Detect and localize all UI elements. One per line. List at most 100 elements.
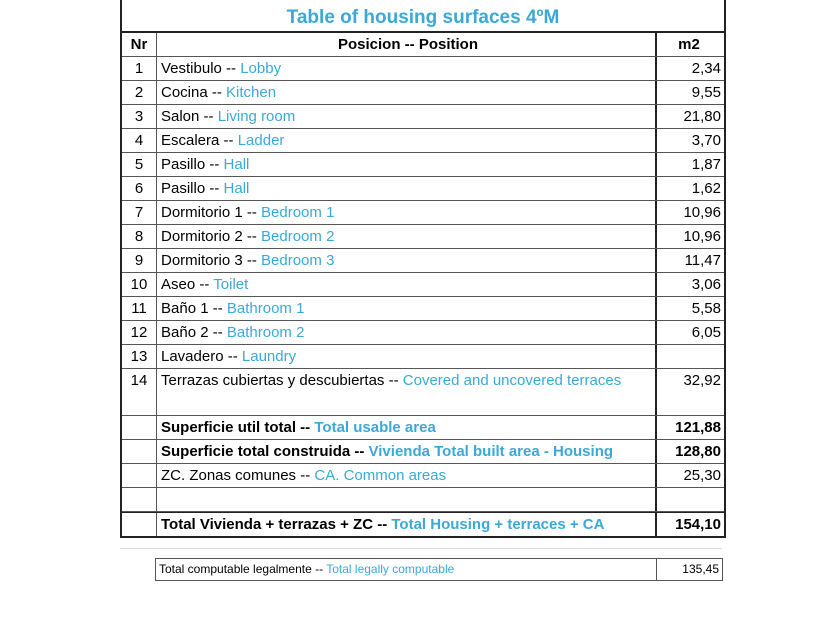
total-es: Total Vivienda + terrazas + ZC --	[161, 516, 388, 533]
row-m2: 11,47	[684, 252, 721, 269]
row-m2: 6,05	[691, 324, 721, 341]
position-es: Cocina --	[161, 84, 222, 101]
position-es: Baño 2 --	[161, 324, 223, 341]
row-position: Dormitorio 3 -- Bedroom 3	[157, 249, 657, 272]
row-m2: 2,34	[691, 60, 721, 77]
row-nr: 7	[122, 201, 157, 224]
common-es: ZC. Zonas comunes --	[161, 467, 311, 484]
row-position: Cocina -- Kitchen	[157, 81, 657, 104]
position-es: Salon --	[161, 108, 214, 125]
row-m2: 5,58	[691, 300, 721, 317]
row-position: Baño 2 -- Bathroom 2	[157, 321, 657, 344]
table-row: 5 Pasillo -- Hall 1,87	[122, 153, 724, 177]
position-es: Baño 1 --	[161, 300, 223, 317]
legal-en: Total legally computable	[326, 562, 455, 576]
table-row: 4 Escalera -- Ladder 3,70	[122, 129, 724, 153]
gridline	[120, 548, 722, 549]
row-nr: 11	[122, 297, 157, 320]
position-es: Lavadero --	[161, 348, 238, 365]
row-position: Lavadero -- Laundry	[157, 345, 657, 368]
position-en: Toilet	[213, 276, 249, 293]
table-row: 2 Cocina -- Kitchen 9,55	[122, 81, 724, 105]
housing-surfaces-table: Table of housing surfaces 4ºM Nr Posicio…	[120, 0, 726, 538]
position-es: Terrazas cubiertas y descubiertas --	[161, 372, 399, 389]
row-m2: 1,87	[691, 156, 721, 173]
row-nr: 12	[122, 321, 157, 344]
row-nr: 5	[122, 153, 157, 176]
position-en: Covered and uncovered terraces	[402, 372, 622, 389]
table-row: 14 Terrazas cubiertas y descubiertas -- C…	[122, 369, 724, 392]
row-m2: 10,96	[683, 228, 721, 245]
table-title: Table of housing surfaces 4ºM	[122, 0, 724, 33]
position-en: Ladder	[237, 132, 285, 149]
built-m2: 128,80	[675, 443, 721, 460]
table-row: 10 Aseo -- Toilet 3,06	[122, 273, 724, 297]
position-es: Dormitorio 2 --	[161, 228, 257, 245]
total-m2: 154,10	[675, 516, 721, 533]
summary-total-row: Total Vivienda + terrazas + ZC -- Total …	[122, 512, 724, 536]
row-nr: 3	[122, 105, 157, 128]
position-en: Hall	[223, 156, 250, 173]
position-en: Bathroom 2	[226, 324, 305, 341]
position-es: Dormitorio 3 --	[161, 252, 257, 269]
position-en: Lobby	[240, 60, 282, 77]
row-nr: 4	[122, 129, 157, 152]
table-row: 3 Salon -- Living room 21,80	[122, 105, 724, 129]
row-nr: 13	[122, 345, 157, 368]
table-row: 11 Baño 1 -- Bathroom 1 5,58	[122, 297, 724, 321]
table-row: 8 Dormitorio 2 -- Bedroom 2 10,96	[122, 225, 724, 249]
row-nr: 14	[122, 369, 157, 392]
position-en: Kitchen	[226, 84, 277, 101]
table-row: 7 Dormitorio 1 -- Bedroom 1 10,96	[122, 201, 724, 225]
row-m2	[657, 345, 724, 368]
row-nr: 2	[122, 81, 157, 104]
row-m2: 10,96	[683, 204, 721, 221]
legal-m2: 135,45	[682, 562, 719, 576]
row-m2: 9,55	[691, 84, 721, 101]
usable-es: Superficie util total --	[161, 419, 311, 436]
table-row: 9 Dormitorio 3 -- Bedroom 3 11,47	[122, 249, 724, 273]
row-position: Dormitorio 1 -- Bedroom 1	[157, 201, 657, 224]
row-nr: 9	[122, 249, 157, 272]
row-position: Salon -- Living room	[157, 105, 657, 128]
row-position: Terrazas cubiertas y descubiertas -- Cov…	[157, 369, 657, 392]
row-position: Vestibulo -- Lobby	[157, 57, 657, 80]
position-en: Hall	[223, 180, 250, 197]
built-es: Superficie total construida --	[161, 443, 365, 460]
table-row: 12 Baño 2 -- Bathroom 2 6,05	[122, 321, 724, 345]
empty-row	[122, 392, 724, 416]
row-position: Dormitorio 2 -- Bedroom 2	[157, 225, 657, 248]
legal-row: Total computable legalmente -- Total leg…	[155, 558, 723, 581]
row-m2: 3,06	[691, 276, 721, 293]
header-row: Nr Posicion -- Position m2	[122, 33, 724, 57]
row-position: Pasillo -- Hall	[157, 177, 657, 200]
usable-m2: 121,88	[675, 419, 721, 436]
built-en: Vivienda Total built area - Housing	[368, 443, 614, 460]
row-m2: 1,62	[691, 180, 721, 197]
header-nr: Nr	[122, 33, 157, 56]
header-position: Posicion -- Position	[157, 33, 657, 56]
common-en: CA. Common areas	[314, 467, 447, 484]
position-en: Bedroom 3	[261, 252, 335, 269]
position-en: Living room	[217, 108, 296, 125]
position-es: Pasillo --	[161, 180, 220, 197]
row-m2: 3,70	[691, 132, 721, 149]
row-position: Escalera -- Ladder	[157, 129, 657, 152]
summary-built-row: Superficie total construida -- Vivienda …	[122, 440, 724, 464]
common-m2: 25,30	[683, 467, 721, 484]
row-position: Baño 1 -- Bathroom 1	[157, 297, 657, 320]
total-en: Total Housing + terraces + CA	[391, 516, 605, 533]
position-en: Bedroom 2	[261, 228, 335, 245]
header-m2: m2	[678, 36, 700, 53]
position-en: Bedroom 1	[261, 204, 335, 221]
position-es: Pasillo --	[161, 156, 220, 173]
position-en: Laundry	[241, 348, 297, 365]
table-row: 6 Pasillo -- Hall 1,62	[122, 177, 724, 201]
summary-common-row: ZC. Zonas comunes -- CA. Common areas 25,…	[122, 464, 724, 488]
usable-en: Total usable area	[314, 419, 436, 436]
table-row: 13 Lavadero -- Laundry	[122, 345, 724, 369]
row-nr: 6	[122, 177, 157, 200]
position-es: Dormitorio 1 --	[161, 204, 257, 221]
row-nr: 8	[122, 225, 157, 248]
row-position: Aseo -- Toilet	[157, 273, 657, 296]
